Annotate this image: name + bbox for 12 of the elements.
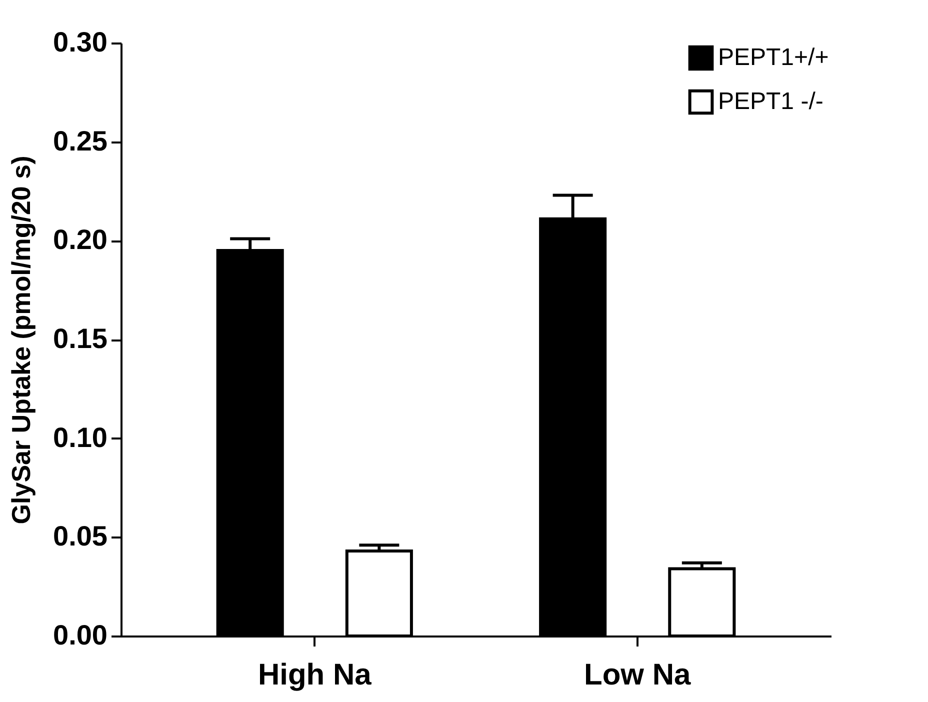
x-tick-label: High Na xyxy=(258,658,372,692)
legend-label: PEPT1 -/- xyxy=(718,88,824,115)
y-tick-label: 0.00 xyxy=(53,620,108,650)
y-tick-label: 0.25 xyxy=(53,125,108,156)
y-axis-title: GlySar Uptake (pmol/mg/20 s) xyxy=(6,156,36,524)
x-tick-label: Low Na xyxy=(584,658,692,692)
y-tick-label: 0.15 xyxy=(53,323,108,354)
y-tick-label: 0.20 xyxy=(53,224,108,256)
y-tick-label: 0.10 xyxy=(53,422,108,453)
legend-label: PEPT1+/+ xyxy=(718,44,829,71)
y-tick-label: 0.05 xyxy=(53,520,108,552)
y-tick-label: 0.30 xyxy=(53,26,108,58)
